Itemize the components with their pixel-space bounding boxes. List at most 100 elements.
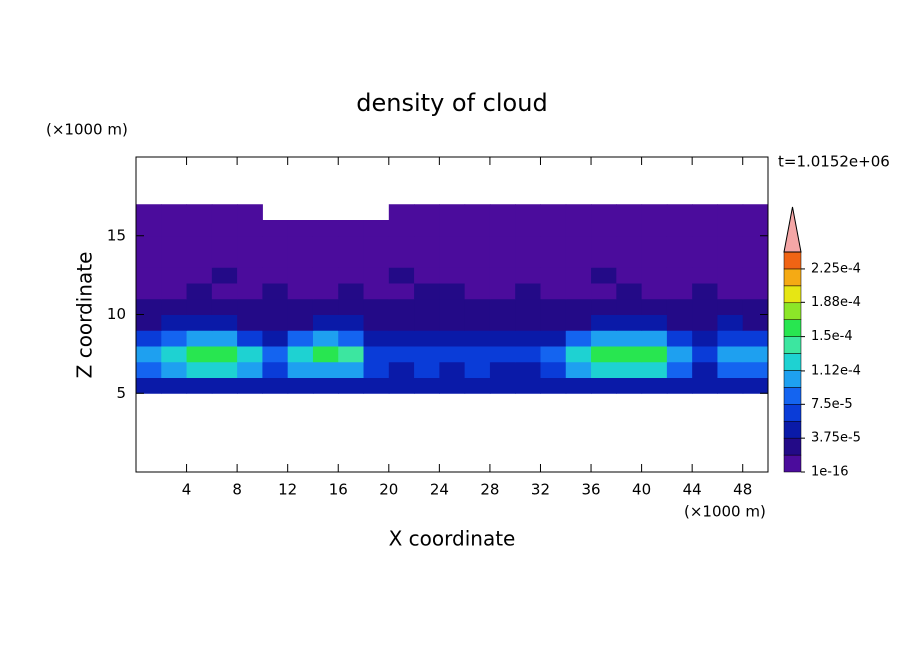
contour-cell bbox=[515, 235, 541, 252]
contour-cell bbox=[211, 330, 238, 347]
contour-cell bbox=[136, 235, 162, 252]
contour-cell bbox=[287, 330, 314, 347]
contour-cell bbox=[540, 283, 567, 300]
contour-cell bbox=[717, 346, 744, 363]
contour-cell bbox=[666, 298, 693, 315]
contour-cell bbox=[136, 283, 162, 300]
contour-cell bbox=[414, 298, 440, 315]
colorbar-band bbox=[783, 387, 802, 405]
colorbar-band bbox=[783, 319, 802, 337]
contour-cell bbox=[186, 298, 213, 315]
contour-cell bbox=[565, 251, 592, 268]
contour-cell bbox=[211, 346, 238, 363]
contour-cell bbox=[591, 283, 617, 300]
x-tick-label: 48 bbox=[733, 481, 752, 499]
contour-cell bbox=[211, 377, 238, 394]
contour-cell bbox=[414, 204, 440, 221]
contour-cell bbox=[161, 314, 188, 331]
contour-cell bbox=[211, 283, 238, 300]
contour-cell bbox=[312, 235, 339, 252]
contour-cell bbox=[186, 346, 213, 363]
contour-cell bbox=[312, 314, 339, 331]
contour-cell bbox=[363, 314, 390, 331]
contour-cell bbox=[363, 267, 390, 284]
contour-cell bbox=[515, 346, 541, 363]
contour-cell bbox=[211, 361, 238, 378]
contour-cell bbox=[338, 283, 365, 300]
contour-cell bbox=[641, 330, 668, 347]
contour-cell bbox=[489, 314, 516, 331]
contour-cell bbox=[616, 346, 643, 363]
contour-cell bbox=[136, 314, 162, 331]
colorbar-tick-label: 2.25e-4 bbox=[811, 261, 861, 276]
contour-cell bbox=[489, 330, 516, 347]
contour-cell bbox=[666, 235, 693, 252]
contour-cell bbox=[616, 361, 643, 378]
contour-cell bbox=[312, 377, 339, 394]
contour-cell bbox=[717, 330, 744, 347]
contour-cell bbox=[262, 235, 289, 252]
contour-cell bbox=[439, 220, 466, 237]
contour-cell bbox=[717, 204, 744, 221]
contour-cell bbox=[439, 346, 466, 363]
contour-cell bbox=[540, 314, 567, 331]
contour-cell bbox=[489, 283, 516, 300]
contour-cell bbox=[742, 377, 769, 394]
contour-cell bbox=[262, 346, 289, 363]
contour-cell bbox=[161, 330, 188, 347]
chart-title: density of cloud bbox=[356, 89, 547, 117]
contour-cell bbox=[591, 361, 617, 378]
contour-cell bbox=[515, 267, 541, 284]
contour-cell bbox=[692, 346, 718, 363]
contour-cell bbox=[692, 251, 718, 268]
contour-cell bbox=[717, 314, 744, 331]
contour-field bbox=[136, 204, 769, 394]
contour-cell bbox=[565, 346, 592, 363]
contour-cell bbox=[565, 330, 592, 347]
contour-cell bbox=[717, 235, 744, 252]
contour-cell bbox=[515, 204, 541, 221]
y-tick-label: 15 bbox=[107, 226, 126, 244]
colorbar-tick-label: 7.5e-5 bbox=[811, 397, 853, 412]
contour-cell bbox=[616, 330, 643, 347]
contour-cell bbox=[388, 235, 415, 252]
contour-cell bbox=[717, 267, 744, 284]
y-unit: (×1000 m) bbox=[46, 121, 128, 139]
contour-cell bbox=[287, 235, 314, 252]
x-tick-label: 4 bbox=[182, 481, 192, 499]
x-tick-label: 20 bbox=[379, 481, 398, 499]
contour-cell bbox=[616, 220, 643, 237]
contour-cell bbox=[515, 377, 541, 394]
contour-cell bbox=[161, 220, 188, 237]
contour-cell bbox=[161, 204, 188, 221]
contour-cell bbox=[540, 251, 567, 268]
x-tick-label: 8 bbox=[232, 481, 242, 499]
contour-cell bbox=[641, 267, 668, 284]
contour-cell bbox=[464, 267, 491, 284]
contour-cell bbox=[414, 377, 440, 394]
contour-cell bbox=[262, 377, 289, 394]
contour-cell bbox=[616, 251, 643, 268]
contour-cell bbox=[237, 314, 263, 331]
contour-cell bbox=[692, 330, 718, 347]
contour-cell bbox=[464, 361, 491, 378]
contour-cell bbox=[540, 377, 567, 394]
contour-cell bbox=[515, 283, 541, 300]
contour-cell bbox=[237, 283, 263, 300]
contour-cell bbox=[287, 251, 314, 268]
contour-cell bbox=[489, 267, 516, 284]
contour-cell bbox=[262, 251, 289, 268]
contour-cell bbox=[565, 283, 592, 300]
contour-cell bbox=[641, 235, 668, 252]
contour-cell bbox=[388, 346, 415, 363]
contour-cell bbox=[237, 235, 263, 252]
contour-cell bbox=[136, 204, 162, 221]
contour-cell bbox=[489, 361, 516, 378]
contour-cell bbox=[591, 330, 617, 347]
contour-cell bbox=[262, 267, 289, 284]
contour-cell bbox=[439, 283, 466, 300]
contour-cell bbox=[363, 220, 390, 237]
contour-cell bbox=[388, 267, 415, 284]
contour-cell bbox=[388, 314, 415, 331]
contour-cell bbox=[136, 377, 162, 394]
